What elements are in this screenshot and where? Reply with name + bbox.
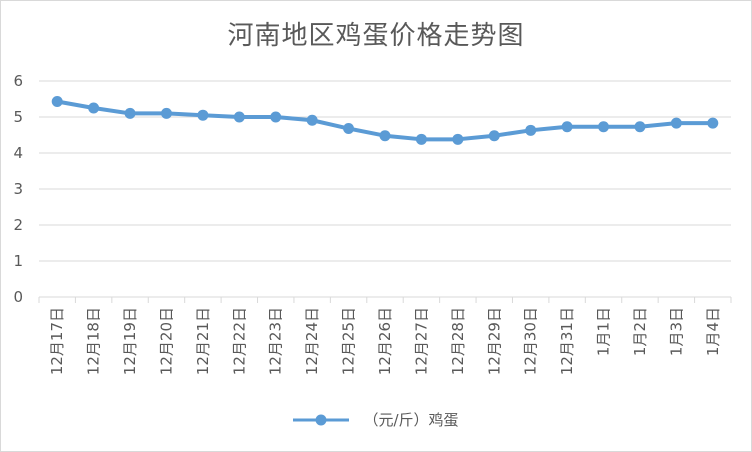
data-point	[197, 109, 209, 121]
data-point	[160, 107, 172, 119]
data-point	[670, 117, 682, 129]
x-tick-label: 12月27日	[412, 307, 430, 375]
data-point	[124, 107, 136, 119]
data-point	[598, 121, 610, 133]
x-tick-label: 12月29日	[485, 307, 503, 375]
data-point	[379, 130, 391, 142]
x-tick-label: 1月4日	[704, 307, 722, 356]
series-layer	[51, 96, 719, 145]
x-tick-label: 12月18日	[85, 307, 103, 375]
gridlines	[39, 80, 731, 298]
x-tick-label: 12月17日	[48, 307, 66, 375]
y-tick-label: 0	[13, 288, 23, 306]
x-tick-label: 1月2日	[631, 307, 649, 356]
data-point	[707, 117, 719, 129]
data-point	[525, 124, 537, 136]
x-tick-label: 12月31日	[558, 307, 576, 375]
y-tick-label: 1	[13, 252, 23, 270]
data-point	[634, 121, 646, 133]
data-point	[306, 114, 318, 126]
line-chart: 0 1 2 3 4 5 6 12月17日 12月18日 12月19日 12月20日 12月21日 12月…	[13, 72, 732, 375]
y-tick-label: 6	[13, 72, 23, 90]
y-tick-label: 3	[13, 180, 23, 198]
data-point	[88, 102, 100, 114]
data-point	[452, 133, 464, 145]
x-tick-label: 1月1日	[595, 307, 613, 356]
x-tick-label: 12月20日	[157, 307, 175, 375]
x-tick-label: 12月19日	[121, 307, 139, 375]
x-tick-label: 12月22日	[230, 307, 248, 375]
y-tick-label: 2	[13, 216, 23, 234]
x-tick-label: 12月26日	[376, 307, 394, 375]
legend-swatch	[293, 414, 350, 425]
data-point	[233, 111, 245, 123]
legend-label: （元/斤）鸡蛋	[363, 411, 459, 429]
data-point	[270, 111, 282, 123]
chart-title: 河南地区鸡蛋价格走势图	[227, 21, 525, 51]
x-tick-label: 12月25日	[340, 307, 358, 375]
legend: （元/斤）鸡蛋	[1, 409, 751, 430]
x-tick-label: 12月24日	[303, 307, 321, 375]
data-point	[343, 123, 355, 135]
x-tick-label: 12月21日	[194, 307, 212, 375]
x-tick-label: 12月23日	[267, 307, 285, 375]
data-point	[561, 121, 573, 133]
x-tick-label: 1月3日	[667, 307, 685, 356]
data-point	[415, 133, 427, 145]
x-tick-label: 12月30日	[522, 307, 540, 375]
axes: 0 1 2 3 4 5 6 12月17日 12月18日 12月19日 12月20日 12月21日 12月…	[13, 72, 732, 375]
y-tick-label: 5	[13, 108, 23, 126]
data-point	[51, 96, 63, 108]
data-point	[488, 130, 500, 142]
y-tick-label: 4	[13, 144, 23, 162]
x-tick-label: 12月28日	[449, 307, 467, 375]
